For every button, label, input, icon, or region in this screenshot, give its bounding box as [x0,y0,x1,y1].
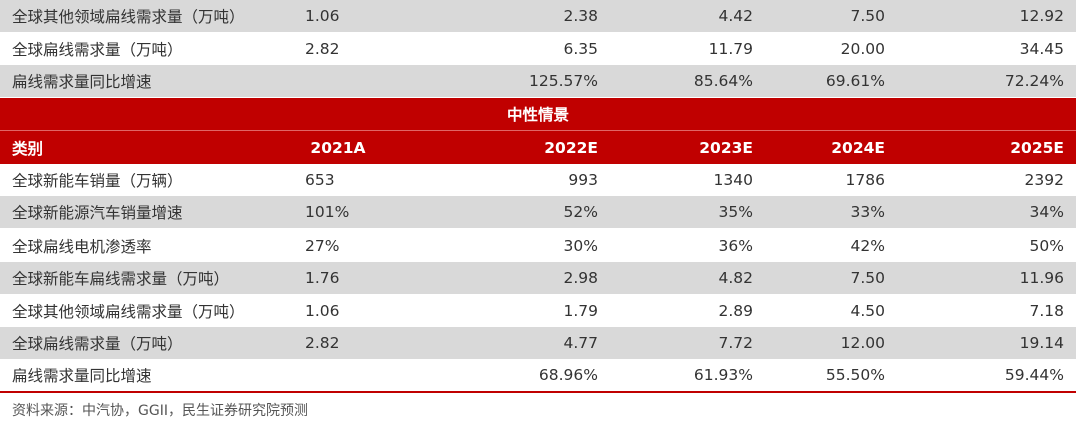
cell-2021: 653 [297,163,379,197]
cell-2021: 2.82 [297,32,379,66]
cell-2022: 4.77 [379,326,624,360]
table-row: 全球其他领域扁线需求量（万吨） 1.06 2.38 4.42 7.50 12.9… [0,0,1076,34]
header-2025: 2025E [965,130,1076,164]
header-2022: 2022E [379,130,624,164]
cell-2023: 36% [624,228,779,262]
row-label: 全球新能车销量（万辆） [0,163,297,197]
cell-2021: 101% [297,196,379,230]
cell-2023: 35% [624,196,779,230]
cell-2021: 1.06 [297,0,379,34]
cell-2024: 33% [779,196,965,230]
cell-2023: 2.89 [624,294,779,327]
cell-2025: 34% [965,196,1076,230]
cell-2021: 27% [297,228,379,262]
table-row: 全球新能源汽车销量增速 101% 52% 35% 33% 34% [0,196,1076,230]
header-row: 类别 2021A 2022E 2023E 2024E 2025E [0,130,1076,164]
row-label: 全球扁线需求量（万吨） [0,326,297,360]
cell-2022: 6.35 [379,32,624,66]
row-label: 扁线需求量同比增速 [0,65,297,99]
row-label: 全球其他领域扁线需求量（万吨） [0,294,297,327]
cell-2022: 52% [379,196,624,230]
row-label: 全球新能源汽车销量增速 [0,196,297,230]
table-row: 全球扁线电机渗透率 27% 30% 36% 42% 50% [0,228,1076,262]
table-row: 全球新能车销量（万辆） 653 993 1340 1786 2392 [0,163,1076,197]
cell-2025: 7.18 [965,294,1076,327]
cell-2021: 2.82 [297,326,379,360]
header-2023: 2023E [624,130,779,164]
cell-2025: 72.24% [965,65,1076,99]
cell-2021 [297,65,379,99]
source-note: 资料来源：中汽协，GGII，民生证券研究院预测 [12,403,308,419]
row-label: 全球扁线需求量（万吨） [0,32,297,66]
scenario-title: 中性情景 [0,97,1076,131]
cell-2024: 12.00 [779,326,965,360]
cell-2022: 125.57% [379,65,624,99]
cell-2023: 4.82 [624,261,779,295]
cell-2025: 50% [965,228,1076,262]
cell-2022: 68.96% [379,359,624,393]
cell-2023: 61.93% [624,359,779,393]
scenario-title-row: 中性情景 [0,97,1076,131]
header-2021: 2021A [297,130,379,164]
cell-2025: 59.44% [965,359,1076,393]
cell-2021 [297,359,379,393]
cell-2024: 1786 [779,163,965,197]
cell-2025: 2392 [965,163,1076,197]
cell-2024: 69.61% [779,65,965,99]
cell-2023: 4.42 [624,0,779,34]
cell-2022: 2.38 [379,0,624,34]
table-row: 全球新能车扁线需求量（万吨） 1.76 2.98 4.82 7.50 11.96 [0,261,1076,295]
cell-2021: 1.06 [297,294,379,327]
cell-2021: 1.76 [297,261,379,295]
cell-2023: 11.79 [624,32,779,66]
cell-2023: 1340 [624,163,779,197]
cell-2024: 7.50 [779,261,965,295]
table-row: 全球其他领域扁线需求量（万吨） 1.06 1.79 2.89 4.50 7.18 [0,294,1076,327]
cell-2023: 85.64% [624,65,779,99]
cell-2025: 34.45 [965,32,1076,66]
cell-2024: 7.50 [779,0,965,34]
cell-2024: 42% [779,228,965,262]
cell-2022: 2.98 [379,261,624,295]
demand-forecast-table: 全球其他领域扁线需求量（万吨） 1.06 2.38 4.42 7.50 12.9… [0,0,1076,393]
row-label: 全球扁线电机渗透率 [0,228,297,262]
cell-2023: 7.72 [624,326,779,360]
row-label: 全球新能车扁线需求量（万吨） [0,261,297,295]
table-row: 扁线需求量同比增速 68.96% 61.93% 55.50% 59.44% [0,359,1076,393]
cell-2024: 55.50% [779,359,965,393]
cell-2022: 30% [379,228,624,262]
cell-2024: 20.00 [779,32,965,66]
cell-2022: 1.79 [379,294,624,327]
row-label: 全球其他领域扁线需求量（万吨） [0,0,297,34]
table-row: 全球扁线需求量（万吨） 2.82 6.35 11.79 20.00 34.45 [0,32,1076,66]
cell-2025: 11.96 [965,261,1076,295]
header-2024: 2024E [779,130,965,164]
row-label: 扁线需求量同比增速 [0,359,297,393]
cell-2025: 19.14 [965,326,1076,360]
cell-2025: 12.92 [965,0,1076,34]
table-row: 全球扁线需求量（万吨） 2.82 4.77 7.72 12.00 19.14 [0,326,1076,360]
header-category: 类别 [0,130,297,164]
cell-2024: 4.50 [779,294,965,327]
cell-2022: 993 [379,163,624,197]
table-row: 扁线需求量同比增速 125.57% 85.64% 69.61% 72.24% [0,65,1076,99]
